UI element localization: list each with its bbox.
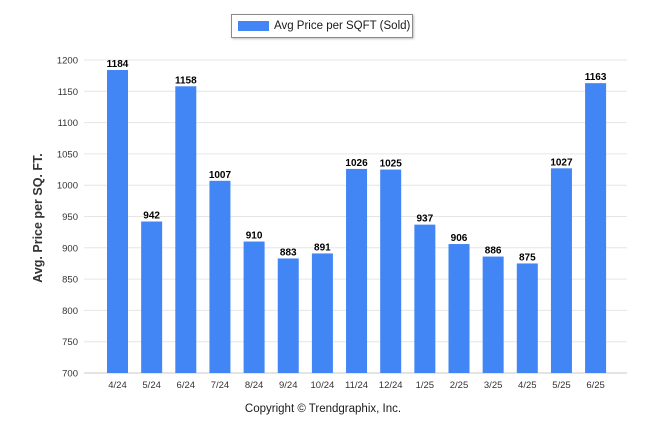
bar <box>277 258 299 373</box>
bar <box>209 180 231 373</box>
data-label: 875 <box>519 252 536 263</box>
bar <box>243 241 265 373</box>
bar <box>141 221 163 373</box>
data-label: 886 <box>485 246 502 257</box>
data-labels: 1184 942 1158 1007 910 883 891 1026 1025 937 906 88… <box>107 59 607 263</box>
x-tick-label: 5/24 <box>142 380 161 391</box>
y-tick-label: 750 <box>62 337 78 348</box>
bar <box>380 169 402 373</box>
x-tick-label: 7/24 <box>211 380 230 391</box>
x-tick-label: 4/25 <box>518 380 537 391</box>
data-label: 1027 <box>550 157 573 168</box>
y-tick-label: 850 <box>62 275 78 286</box>
bar <box>311 253 333 373</box>
x-tick-label: 6/25 <box>586 380 605 391</box>
x-tick-label: 6/24 <box>177 380 196 391</box>
x-tick-label: 10/24 <box>311 380 335 391</box>
x-tick-label: 12/24 <box>379 380 403 391</box>
data-label: 1007 <box>209 170 232 181</box>
data-label: 910 <box>246 231 263 242</box>
data-label: 937 <box>417 214 434 225</box>
data-label: 1184 <box>107 59 129 70</box>
bar <box>414 224 436 373</box>
x-axis-ticks: 4/24 5/24 6/24 7/24 8/24 9/24 10/24 11/24 12/24 1… <box>108 380 605 391</box>
y-tick-label: 1150 <box>58 87 78 98</box>
x-tick-label: 11/24 <box>345 380 368 391</box>
x-tick-label: 1/25 <box>416 380 435 391</box>
bar <box>175 86 197 374</box>
y-tick-label: 700 <box>62 369 78 380</box>
legend: Avg Price per SQFT (Sold) <box>231 14 413 38</box>
x-tick-label: 8/24 <box>245 380 264 391</box>
bar <box>482 256 504 373</box>
y-tick-label: 950 <box>62 212 78 223</box>
legend-swatch <box>238 21 269 31</box>
y-tick-label: 900 <box>62 243 78 254</box>
y-tick-label: 1000 <box>57 181 78 192</box>
legend-label: Avg Price per SQFT (Sold) <box>274 20 411 32</box>
x-tick-label: 9/24 <box>279 380 298 391</box>
data-label: 1026 <box>345 158 368 169</box>
bar <box>346 168 368 373</box>
data-label: 942 <box>143 211 160 222</box>
y-tick-label: 1200 <box>57 56 78 67</box>
bar <box>107 70 128 374</box>
data-label: 891 <box>314 242 331 253</box>
bar <box>550 168 572 373</box>
bar <box>448 244 470 373</box>
data-label: 883 <box>280 247 297 258</box>
y-axis-ticks: 700 750 800 850 900 950 1000 1050 1100 1150 1200 <box>57 56 78 380</box>
bars <box>107 70 607 374</box>
data-label: 906 <box>451 233 468 244</box>
bar <box>585 83 607 374</box>
y-axis-title: Avg. Price per SQ. FT. <box>31 153 45 282</box>
x-tick-label: 2/25 <box>450 380 469 391</box>
data-label: 1025 <box>380 159 403 170</box>
y-tick-label: 800 <box>62 306 78 317</box>
x-tick-label: 4/24 <box>108 380 127 391</box>
x-tick-label: 5/25 <box>552 380 571 391</box>
y-tick-label: 1100 <box>58 118 78 129</box>
y-tick-label: 1050 <box>57 149 78 160</box>
x-tick-label: 3/25 <box>484 380 503 391</box>
bar <box>516 263 538 373</box>
copyright-text: Copyright © Trendgraphix, Inc. <box>244 403 402 415</box>
data-label: 1158 <box>175 75 197 86</box>
data-label: 1163 <box>585 72 607 83</box>
